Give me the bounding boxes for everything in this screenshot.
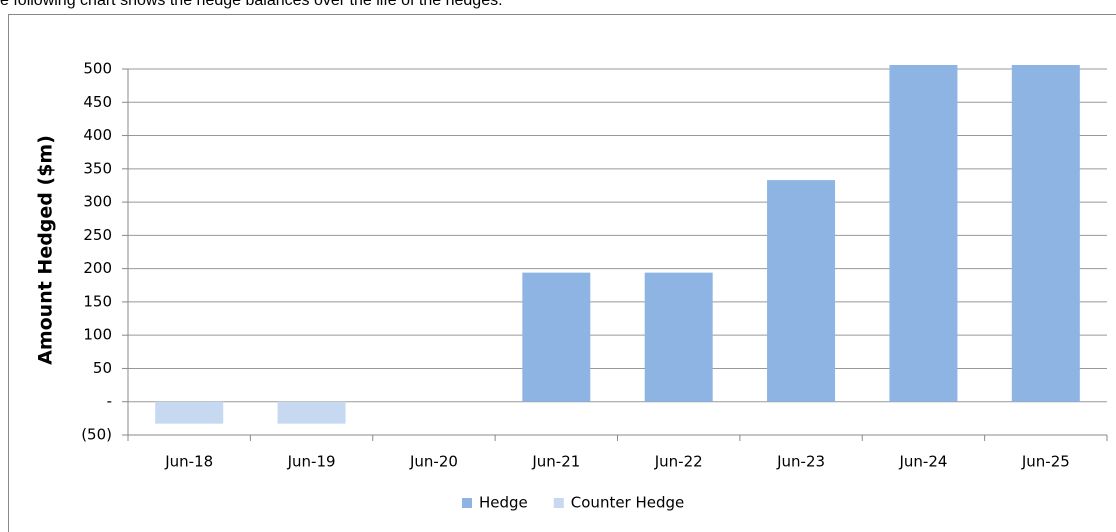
x-tick-label: Jun-19 [287,453,336,471]
caption: e following chart shows the hedge balanc… [0,0,503,9]
bar [644,272,713,402]
bar [522,272,591,402]
y-tick-label: 300 [83,193,112,211]
y-tick-label: 250 [83,226,112,244]
y-tick-label: 50 [93,359,112,377]
bar [155,401,224,424]
bar [767,180,836,402]
legend-swatch [462,498,472,508]
y-tick-label: 200 [83,259,112,277]
x-tick-label: Jun-23 [776,453,825,471]
x-tick-label: Jun-20 [409,453,458,471]
x-tick-label: Jun-21 [531,453,580,471]
x-tick-label: Jun-24 [898,453,947,471]
legend-label: Counter Hedge [571,494,685,512]
y-tick-label: - [107,392,112,410]
y-tick-label: 100 [83,326,112,344]
bar [1011,65,1080,402]
y-tick-label: (50) [81,426,112,444]
bar [277,401,346,424]
x-tick-label: Jun-25 [1021,453,1070,471]
x-tick-label: Jun-18 [164,453,213,471]
y-axis-label: Amount Hedged ($m) [35,135,57,365]
y-tick-label: 400 [83,126,112,144]
legend-swatch [553,498,564,508]
y-tick-label: 450 [83,93,112,111]
y-tick-label: 500 [83,60,112,78]
x-tick-label: Jun-22 [654,453,703,471]
chart-frame [8,14,1116,532]
bar [889,65,958,402]
y-tick-label: 350 [83,159,112,177]
y-tick-label: 150 [83,292,112,310]
legend-label: Hedge [479,494,528,512]
